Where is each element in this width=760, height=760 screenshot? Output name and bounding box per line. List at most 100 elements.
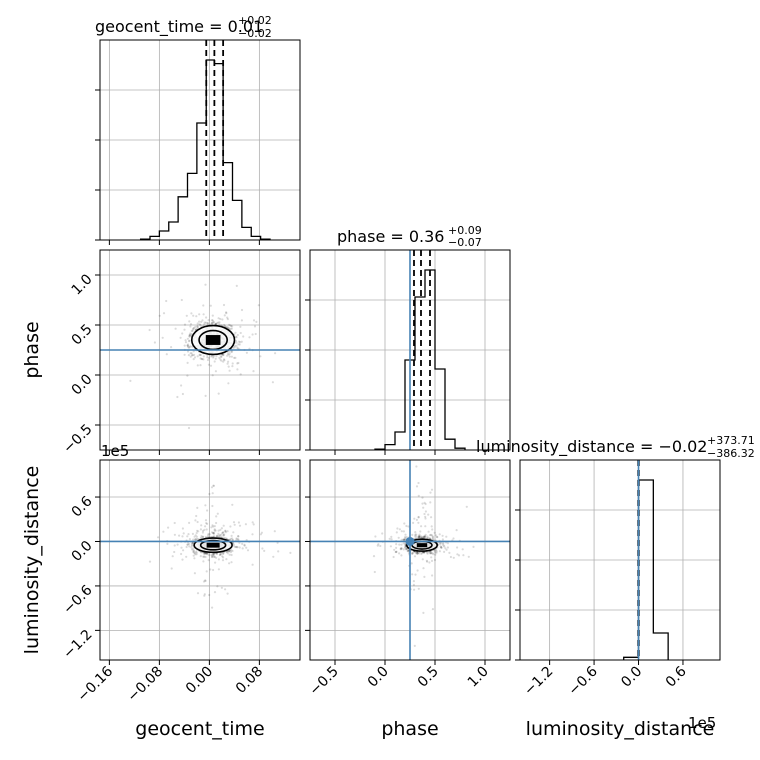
sample-point — [213, 525, 216, 528]
sample-point — [424, 525, 427, 528]
sample-point — [239, 331, 242, 335]
sample-point — [193, 572, 196, 575]
sample-point — [236, 333, 239, 337]
sample-point — [195, 537, 198, 540]
sample-point — [443, 545, 446, 548]
sample-point — [185, 555, 188, 558]
sample-point — [188, 335, 191, 338]
sample-point — [221, 555, 224, 558]
sample-point — [413, 517, 416, 520]
offset-label-ld-y: 1e5 — [101, 442, 129, 460]
sample-point — [208, 554, 211, 557]
sample-point — [222, 524, 225, 527]
sample-point — [190, 544, 194, 547]
sample-point — [220, 586, 223, 589]
sample-point — [237, 538, 240, 541]
sample-point — [226, 352, 229, 355]
sample-point — [222, 556, 225, 559]
title-luminosity-distance-plus: +373.71 — [707, 434, 755, 447]
sample-point — [209, 364, 213, 367]
sample-point — [202, 304, 205, 307]
sample-point — [400, 554, 403, 557]
sample-point — [421, 558, 424, 561]
sample-point — [223, 314, 226, 317]
sample-point — [198, 313, 201, 316]
sample-point — [409, 452, 411, 454]
panel-geocent-time-luminosity-distance — [99, 459, 301, 661]
sample-point — [379, 544, 382, 548]
sample-point — [185, 545, 188, 549]
sample-point — [213, 529, 216, 532]
sample-point — [210, 526, 213, 529]
truth-marker — [405, 536, 415, 546]
title-geocent-time: geocent_time = 0.01 — [95, 17, 263, 37]
sample-point — [223, 324, 227, 327]
sample-point — [423, 535, 426, 538]
sample-point — [191, 542, 194, 545]
sample-point — [176, 395, 179, 399]
sample-point — [212, 532, 215, 535]
sample-point — [179, 336, 182, 339]
sample-point — [188, 339, 191, 342]
sample-point — [194, 550, 198, 553]
sample-point — [446, 546, 449, 549]
sample-point — [220, 527, 223, 530]
sample-point — [211, 492, 214, 495]
sample-point — [417, 481, 420, 485]
sample-point — [376, 544, 379, 547]
sample-point — [431, 535, 434, 538]
sample-point — [202, 535, 205, 539]
sample-point — [239, 373, 242, 376]
sample-point — [187, 426, 191, 430]
sample-point — [413, 588, 416, 591]
sample-point — [417, 494, 420, 497]
sample-point — [431, 537, 434, 541]
sample-point — [191, 345, 194, 348]
sample-point — [416, 551, 419, 555]
sample-point — [229, 538, 232, 542]
sample-point — [430, 525, 433, 528]
sample-point — [186, 535, 189, 538]
sample-point — [429, 533, 433, 537]
sample-point — [226, 530, 229, 533]
sample-point — [393, 548, 396, 551]
sample-point — [217, 558, 220, 561]
sample-point — [417, 535, 420, 539]
sample-point — [193, 552, 196, 555]
sample-point — [182, 532, 185, 535]
sample-point — [187, 533, 190, 536]
sample-point — [190, 546, 193, 549]
sample-point — [428, 561, 431, 564]
sample-point — [219, 552, 222, 555]
sample-point — [180, 384, 183, 387]
sample-point — [205, 522, 208, 525]
sample-point — [183, 328, 186, 331]
sample-point — [204, 394, 207, 397]
sample-point — [218, 534, 221, 537]
sample-point — [211, 319, 214, 322]
sample-point — [429, 491, 432, 494]
sample-point — [411, 533, 414, 537]
sample-point — [431, 608, 434, 611]
sample-point — [209, 568, 212, 571]
sample-point — [238, 343, 241, 346]
sample-point — [395, 546, 398, 550]
sample-point — [455, 529, 458, 532]
sample-point — [417, 587, 420, 590]
sample-point — [423, 501, 426, 504]
sample-point — [448, 551, 451, 555]
sample-point — [203, 555, 206, 558]
sample-point — [217, 392, 220, 395]
sample-point — [211, 531, 215, 535]
sample-point — [423, 534, 426, 538]
sample-point — [426, 535, 429, 538]
sample-point — [210, 322, 213, 325]
sample-point — [215, 556, 218, 559]
sample-point — [416, 569, 419, 572]
sample-point — [220, 533, 223, 536]
sample-point — [412, 580, 415, 583]
sample-point — [212, 355, 215, 358]
offset-label-ld-x: 1e5 — [688, 714, 716, 732]
sample-point — [232, 521, 236, 524]
title-geocent-time-minus: −0.02 — [238, 27, 272, 40]
